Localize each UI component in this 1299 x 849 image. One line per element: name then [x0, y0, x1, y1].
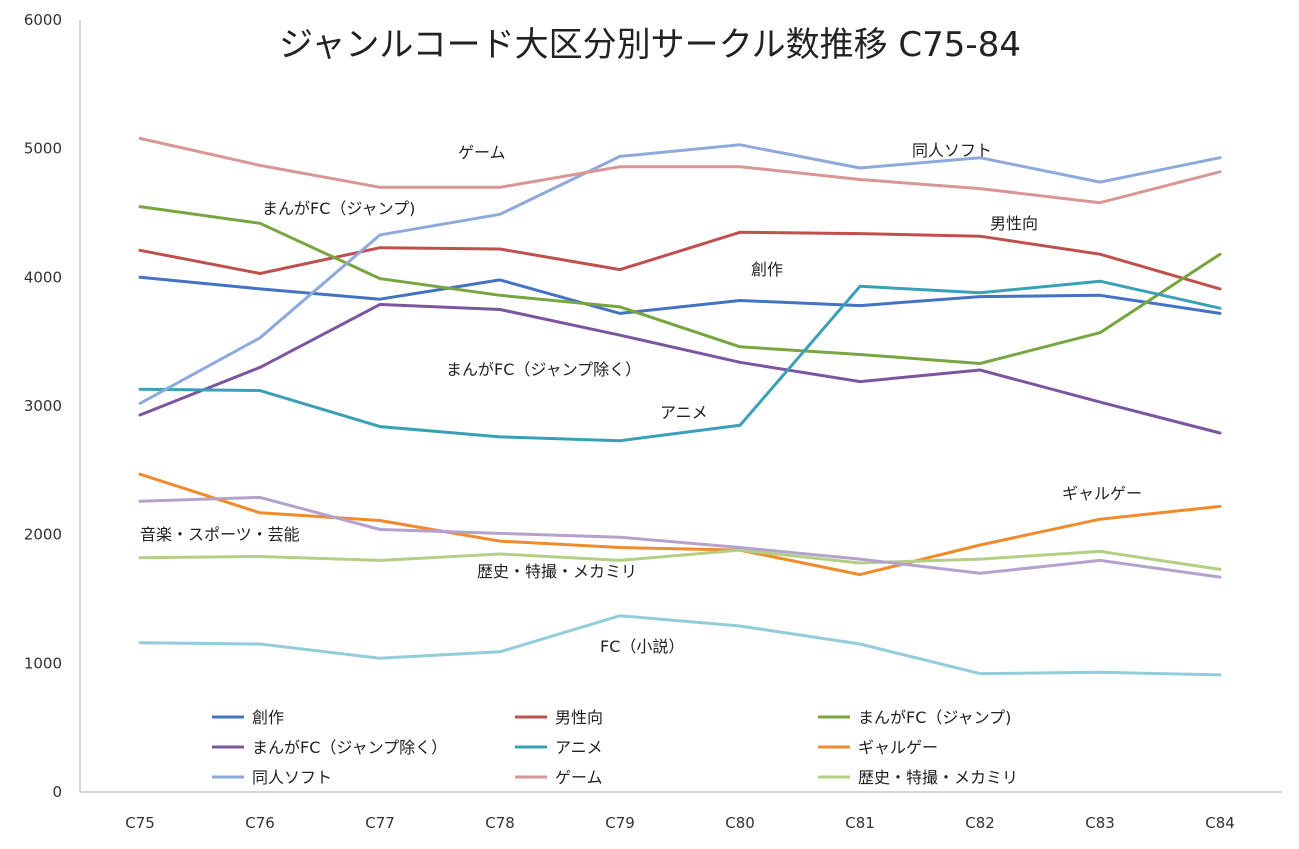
x-tick-labels: C75 C76 C77 C78 C79 C80 C81 C82 C83 C84: [125, 814, 1235, 832]
x-tick-label: C83: [1085, 814, 1115, 832]
series-line-8: [138, 548, 1222, 571]
x-tick-label: C78: [485, 814, 515, 832]
series-line-2: [138, 205, 1222, 365]
series-line-9: [138, 495, 1222, 579]
y-tick-label: 0: [52, 783, 62, 801]
annotation-sousaku: 創作: [751, 260, 783, 279]
y-tick-label: 6000: [24, 11, 62, 29]
legend-label: 創作: [252, 708, 284, 727]
x-tick-label: C81: [845, 814, 875, 832]
chart-title: ジャンルコード大区分別サークル数推移 C75-84: [279, 25, 1021, 65]
series-line-7: [138, 136, 1222, 205]
series-lines: [138, 136, 1222, 677]
x-tick-label: C79: [605, 814, 635, 832]
legend-label: まんがFC（ジャンプ): [858, 708, 1011, 727]
legend-label: ゲーム: [555, 768, 603, 787]
series-line-4: [138, 279, 1222, 443]
y-tick-label: 5000: [24, 140, 62, 158]
annotation-fc-novel: FC（小説）: [600, 637, 684, 656]
annotation-manga-fc-nonjump: まんがFC（ジャンプ除く）: [446, 360, 641, 379]
x-tick-label: C75: [125, 814, 155, 832]
y-tick-label: 4000: [24, 268, 62, 286]
x-tick-label: C77: [365, 814, 395, 832]
x-tick-label: C84: [1205, 814, 1235, 832]
x-tick-label: C82: [965, 814, 995, 832]
series-line-3: [138, 302, 1222, 435]
annotation-male: 男性向: [990, 214, 1038, 233]
annotation-history: 歴史・特撮・メカミリ: [477, 562, 637, 581]
x-tick-label: C76: [245, 814, 275, 832]
y-tick-labels: 0 1000 2000 3000 4000 5000 6000: [24, 11, 62, 801]
y-tick-label: 1000: [24, 654, 62, 672]
series-annotations: ゲーム 同人ソフト まんがFC（ジャンプ) 男性向 創作 まんがFC（ジャンプ除…: [140, 141, 1142, 656]
series-line-1: [138, 230, 1222, 291]
x-tick-label: C80: [725, 814, 755, 832]
series-line-5: [138, 472, 1222, 577]
series-line-6: [138, 143, 1222, 405]
y-tick-label: 3000: [24, 397, 62, 415]
annotation-galge: ギャルゲー: [1062, 484, 1142, 503]
annotation-manga-fc-jump: まんがFC（ジャンプ): [262, 199, 415, 218]
legend-label: 男性向: [555, 708, 603, 727]
legend: 創作 男性向 まんがFC（ジャンプ) まんがFC（ジャンプ除く） アニメ ギャルゲー同人ソ…: [212, 708, 1018, 787]
legend-label: 歴史・特撮・メカミリ: [858, 768, 1018, 787]
legend-label: ギャルゲー: [858, 738, 938, 757]
series-line-0: [138, 275, 1222, 315]
annotation-anime: アニメ: [660, 403, 708, 422]
annotation-game: ゲーム: [458, 143, 506, 162]
annotation-music-sports: 音楽・スポーツ・芸能: [140, 525, 300, 544]
legend-label: 同人ソフト: [252, 768, 332, 787]
annotation-doujin-soft: 同人ソフト: [912, 141, 992, 160]
y-tick-label: 2000: [24, 526, 62, 544]
legend-label: アニメ: [555, 738, 603, 757]
series-line-10: [138, 614, 1222, 677]
legend-label: まんがFC（ジャンプ除く）: [252, 738, 447, 757]
